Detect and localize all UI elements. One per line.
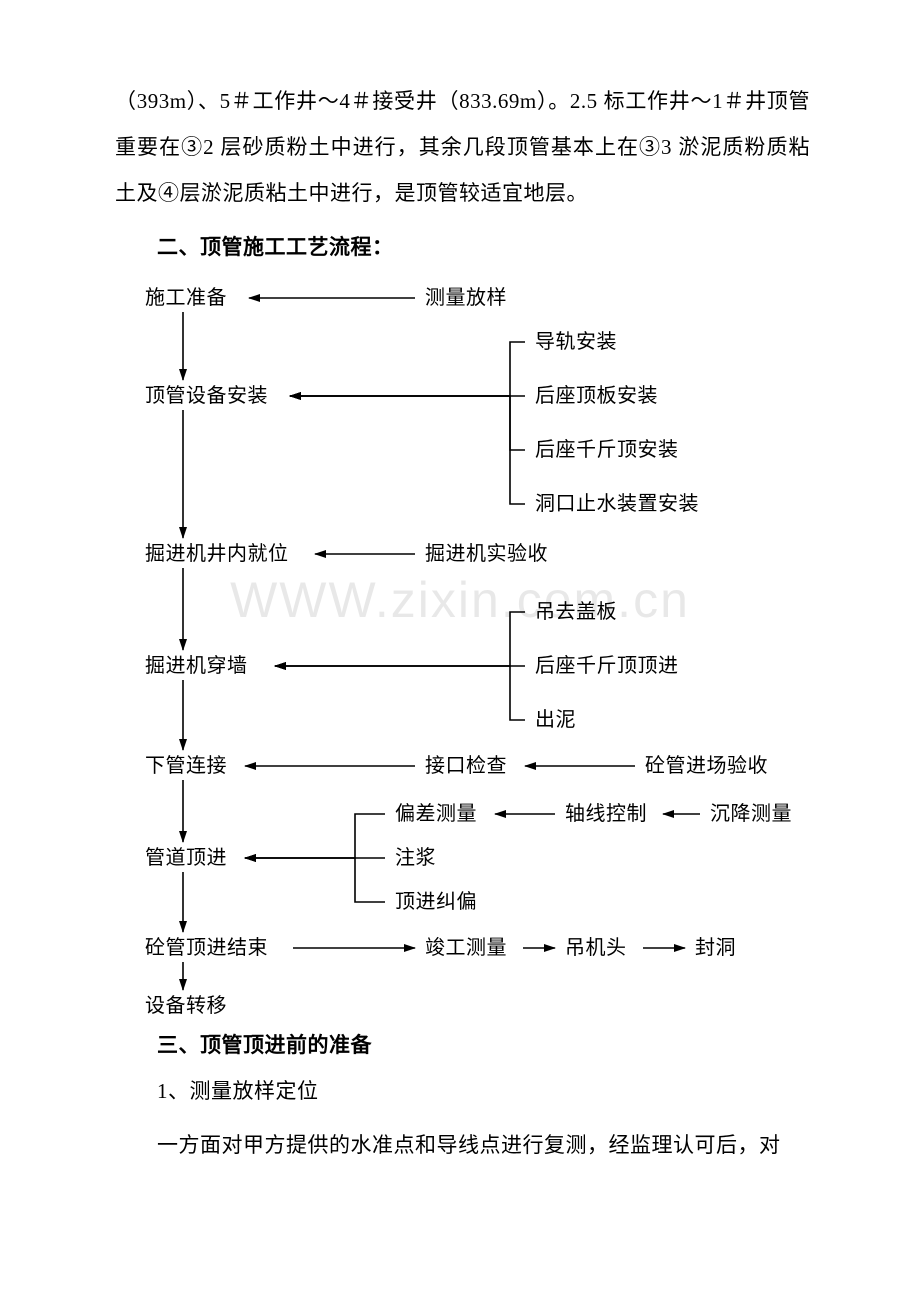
flow-node-b4: 后座千斤顶安装	[535, 438, 679, 462]
flow-node-h1: 设备转移	[145, 994, 227, 1018]
flow-node-c1: 掘进机井内就位	[145, 542, 289, 566]
flow-edge	[275, 612, 525, 666]
flow-node-f3: 注浆	[395, 846, 436, 870]
heading-3: 三、顶管顶进前的准备	[115, 1022, 810, 1068]
flow-edge	[290, 342, 525, 396]
flow-node-d3: 后座千斤顶顶进	[535, 654, 679, 678]
paragraph-3-1: 1、测量放样定位	[115, 1068, 810, 1114]
flow-node-b3: 后座顶板安装	[535, 384, 658, 408]
page: WWW.zixin.com.cn （393m）、5＃工作井～4＃接受井（833.…	[0, 0, 920, 1302]
flow-node-b2: 导轨安装	[535, 330, 617, 354]
flow-node-f6: 沉降测量	[710, 802, 792, 826]
flow-node-f5: 轴线控制	[565, 802, 647, 826]
flow-node-a1: 施工准备	[145, 286, 227, 310]
heading-2: 二、顶管施工工艺流程：	[115, 224, 810, 270]
flowchart: 施工准备 测量放样顶管设备安装 导轨安装后座顶板安装后座千斤顶安装洞口止水装置安装掘…	[115, 274, 815, 994]
flow-node-g1: 砼管顶进结束	[145, 936, 268, 960]
paragraph-1: （393m）、5＃工作井～4＃接受井（833.69m）。2.5 标工作井～1＃井…	[115, 78, 810, 216]
flow-node-c2: 掘进机实验收	[425, 542, 548, 566]
flow-node-g2: 竣工测量	[425, 936, 507, 960]
flow-node-f1: 管道顶进	[145, 846, 227, 870]
flow-node-f2: 偏差测量	[395, 802, 477, 826]
flow-node-g3: 吊机头	[565, 936, 627, 960]
flow-node-b5: 洞口止水装置安装	[535, 492, 699, 516]
flow-node-e1: 下管连接	[145, 754, 227, 778]
flow-node-b1: 顶管设备安装	[145, 384, 268, 408]
paragraph-3-2: 一方面对甲方提供的水准点和导线点进行复测，经监理认可后，对	[115, 1122, 810, 1168]
flow-node-d1: 掘进机穿墙	[145, 654, 248, 678]
flow-node-g4: 封洞	[695, 936, 736, 960]
flow-node-e2: 接口检查	[425, 754, 507, 778]
flow-node-a2: 测量放样	[425, 286, 507, 310]
flow-node-e3: 砼管进场验收	[645, 754, 768, 778]
flow-node-d4: 出泥	[535, 708, 576, 732]
flow-edge	[275, 666, 525, 720]
flow-edge	[290, 396, 525, 504]
flow-edge	[290, 396, 525, 450]
flow-node-f4: 顶进纠偏	[395, 890, 477, 914]
flow-edge	[245, 814, 385, 858]
flow-node-d2: 吊去盖板	[535, 600, 617, 624]
flow-edge	[245, 858, 385, 902]
